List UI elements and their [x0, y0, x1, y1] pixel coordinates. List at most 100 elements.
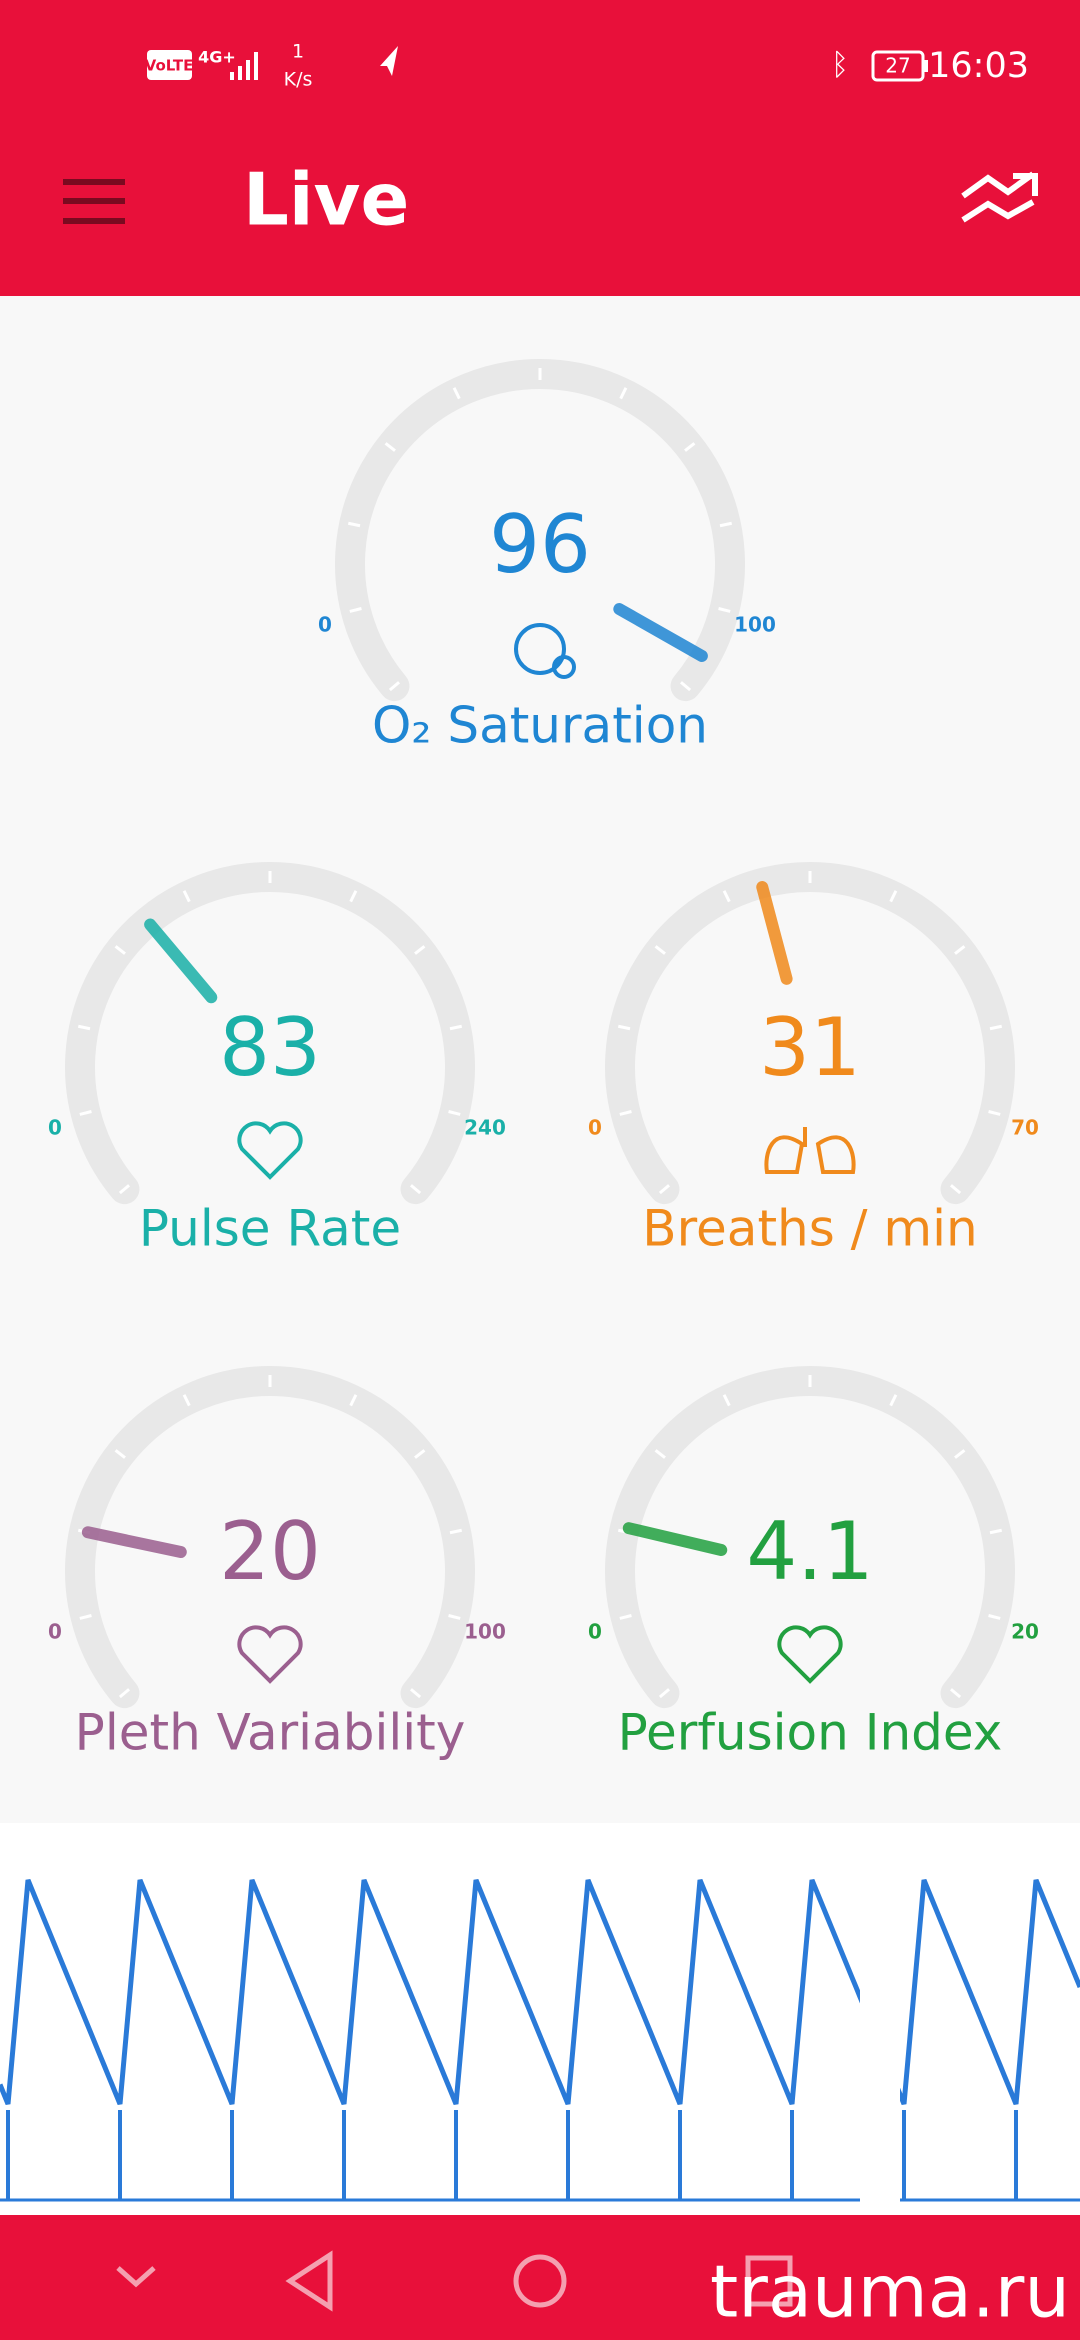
gauge-value: 20 — [219, 1505, 321, 1598]
gauge-tick — [414, 1449, 426, 1459]
speed-unit: K/s — [284, 69, 313, 91]
gauge-needle — [144, 918, 218, 1004]
gauge-max: 100 — [734, 613, 776, 637]
gauge-needle — [756, 881, 793, 985]
gauge-tick — [349, 890, 358, 903]
gauge-label: Perfusion Index — [618, 1704, 1003, 1762]
gauge-tick — [118, 1184, 131, 1195]
gauge-label: Pleth Variability — [75, 1704, 466, 1762]
gauge-value: 83 — [219, 1001, 321, 1094]
gauge-tick — [449, 1528, 463, 1535]
gauge-tick — [889, 1394, 898, 1407]
lungs-icon — [764, 1127, 856, 1174]
gauge-tick — [617, 1024, 631, 1031]
gauge-tick — [448, 1614, 461, 1620]
gauge-tick — [988, 1614, 1001, 1620]
gauge-tick — [949, 1688, 962, 1699]
gauge-tick — [409, 1184, 422, 1195]
gauge-tick — [684, 442, 696, 452]
nav-buttons[interactable] — [116, 2250, 793, 2312]
gauge-min: 0 — [588, 1116, 602, 1140]
gauge-tick — [619, 1110, 632, 1116]
gauge-tick — [182, 1394, 191, 1407]
clock: 16:03 — [928, 46, 1029, 86]
gauge-tick — [114, 945, 126, 955]
gauge-tick — [989, 1528, 1003, 1535]
title: Live — [243, 158, 409, 242]
gauge-area — [0, 296, 1080, 1823]
o2-icon — [514, 623, 566, 675]
gauge-max: 240 — [464, 1116, 506, 1140]
gauge-tick — [722, 890, 731, 903]
bluetooth-icon: ᛒ — [831, 48, 849, 83]
gauge-value: 96 — [489, 498, 591, 591]
battery-level: 27 — [885, 54, 910, 78]
o2-icon — [552, 655, 576, 679]
battery — [871, 50, 925, 82]
volte-badge — [147, 50, 192, 80]
gauge-tick — [448, 1110, 461, 1116]
gauge-tick — [722, 1394, 731, 1407]
gauge-label: Breaths / min — [642, 1200, 977, 1258]
heart-icon — [777, 1625, 843, 1684]
gauge-min: 0 — [48, 1116, 62, 1140]
gauge-tick — [77, 1024, 91, 1031]
gauge-tick — [452, 387, 461, 400]
gauge-tick — [449, 1024, 463, 1031]
signal-bars — [230, 52, 258, 80]
gauge-tick — [949, 1184, 962, 1195]
gauge-tick — [988, 1110, 1001, 1116]
gauge-tick — [658, 1688, 671, 1699]
gauge-tick — [79, 1110, 92, 1116]
gauge-max: 100 — [464, 1620, 506, 1644]
heart-icon — [237, 1625, 303, 1684]
gauge-label: Pulse Rate — [139, 1200, 401, 1258]
gauge-tick — [619, 387, 628, 400]
gauge-tick — [79, 1614, 92, 1620]
gauge-needle — [613, 603, 708, 662]
gauge-tick — [718, 607, 731, 613]
gauge-needle — [81, 1526, 187, 1559]
gauge-tick — [989, 1024, 1003, 1031]
battery-tip — [924, 60, 928, 72]
gauge-tick — [409, 1688, 422, 1699]
gauge-tick — [118, 1688, 131, 1699]
gauge-max: 70 — [1011, 1116, 1039, 1140]
telegram-icon — [380, 46, 398, 76]
heart-icon — [237, 1121, 303, 1180]
gauge-min: 0 — [48, 1620, 62, 1644]
app-bar — [0, 0, 1080, 296]
gauge-tick — [349, 607, 362, 613]
gauge-value: 31 — [759, 1001, 861, 1094]
gauge-tick — [954, 945, 966, 955]
gauge-tick — [182, 890, 191, 903]
nav-bar — [0, 2215, 1080, 2340]
gauge-tick — [414, 945, 426, 955]
waveform-area — [0, 1823, 1080, 2215]
gauge-tick — [658, 1184, 671, 1195]
gauge-label: O₂ Saturation — [372, 697, 708, 755]
gauge-tick — [349, 1394, 358, 1407]
gauge-tick — [388, 681, 401, 692]
speed: 1 — [292, 41, 304, 63]
gauge-min: 0 — [588, 1620, 602, 1644]
gauge-value: 4.1 — [746, 1505, 873, 1598]
gauge-tick — [654, 1449, 666, 1459]
signal: 4G+ — [198, 48, 236, 67]
sweep-gap — [860, 1823, 900, 2215]
gauge-tick — [719, 521, 733, 528]
gauge-max: 20 — [1011, 1620, 1039, 1644]
gauge-tick — [954, 1449, 966, 1459]
watermark: trauma.ru — [710, 2250, 1070, 2334]
menu-button[interactable] — [63, 179, 125, 224]
gauge-tick — [889, 890, 898, 903]
gauge-tick — [347, 521, 361, 528]
gauge-min: 0 — [318, 613, 332, 637]
gauge-tick — [654, 945, 666, 955]
gauge-tick — [619, 1614, 632, 1620]
trends-button[interactable] — [961, 171, 1038, 223]
gauge-tick — [384, 442, 396, 452]
gauge-needle — [622, 1522, 728, 1557]
